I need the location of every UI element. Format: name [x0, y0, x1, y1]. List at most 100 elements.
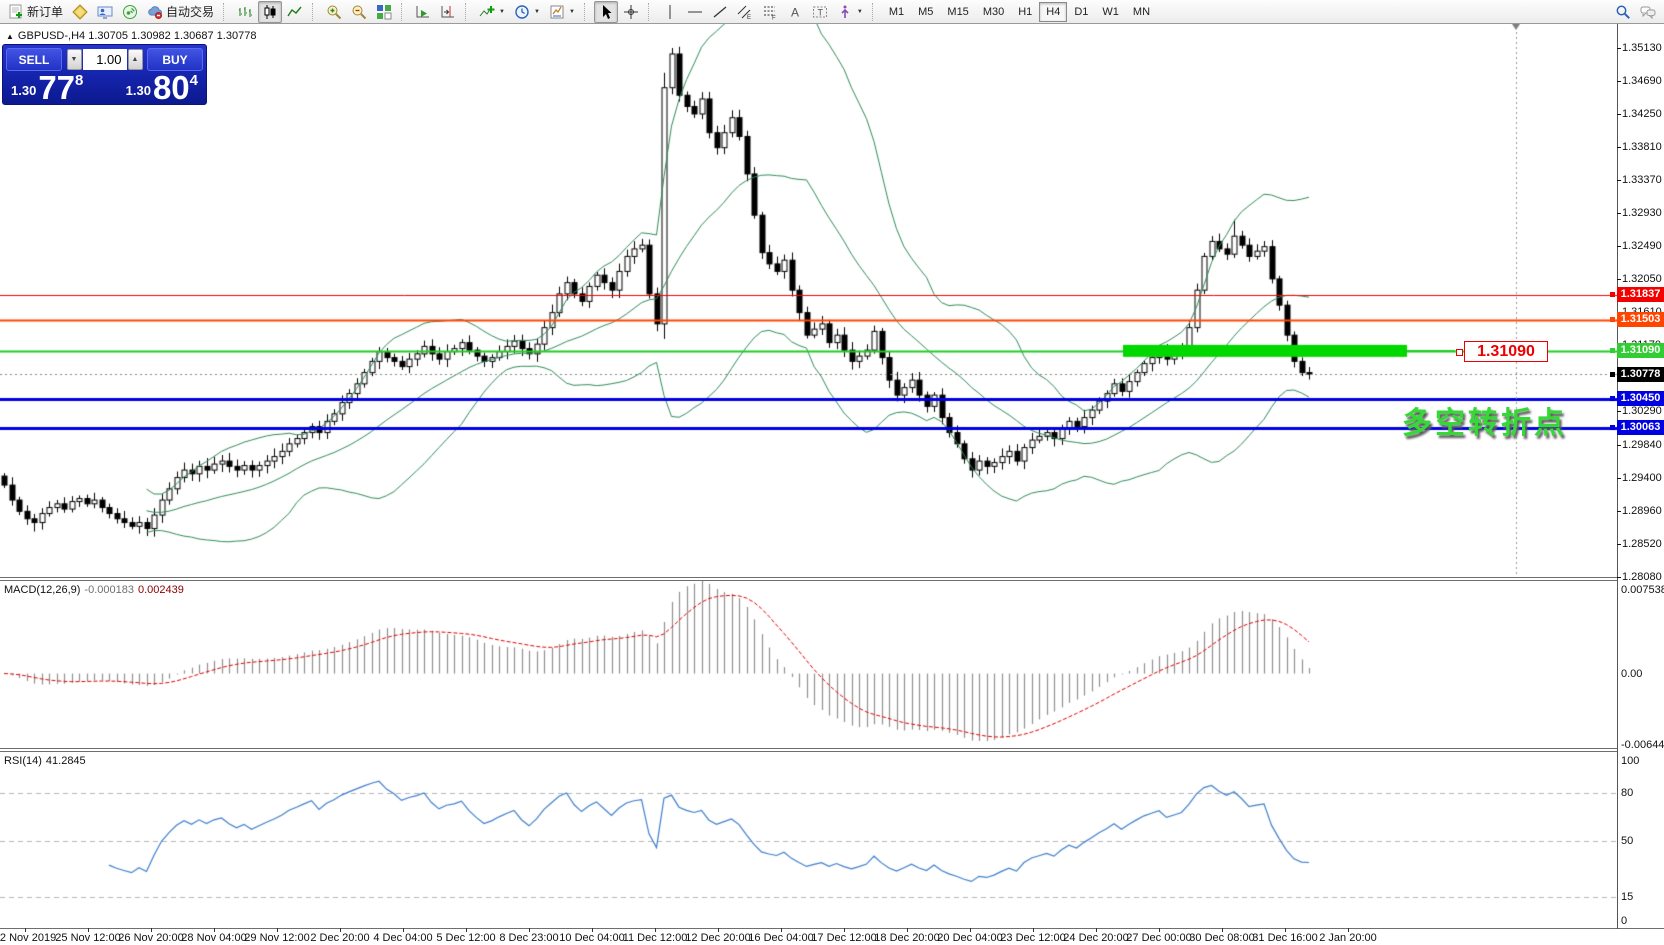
time-axis[interactable]: 22 Nov 2019 25 Nov 12:00 26 Nov 20:00 28 No… [0, 928, 1664, 945]
timeframe-m30-button[interactable]: M30 [982, 5, 1005, 18]
collapse-triangle-icon[interactable]: ▲ [6, 32, 14, 41]
chat-bubbles-icon [1640, 6, 1656, 19]
timeframe-d1-button[interactable]: D1 [1074, 5, 1089, 18]
timeframe-m1-button[interactable]: M1 [888, 5, 905, 18]
macd-indicator-canvas[interactable] [0, 581, 1618, 748]
buy-price[interactable]: 1.30 80 4 [125, 69, 198, 106]
tile-windows-button[interactable] [372, 1, 396, 23]
text-button[interactable]: A [783, 1, 807, 23]
pane-separator[interactable] [0, 577, 1618, 581]
market-watch-button[interactable] [68, 1, 92, 23]
volume-input[interactable] [82, 49, 127, 70]
new-order-label: 新订单 [27, 5, 64, 19]
cursor-button[interactable] [593, 0, 618, 23]
timeframe-h4-button[interactable]: H4 [1039, 1, 1068, 22]
time-tick [781, 928, 782, 932]
zoom-out-button[interactable] [347, 1, 371, 23]
chart-candles-button[interactable] [258, 0, 283, 23]
toolbar-separator [312, 2, 317, 21]
rsi-axis-label: 80 [1621, 787, 1634, 799]
signal-icon [123, 4, 138, 19]
svg-text:A: A [791, 5, 799, 19]
text-a-icon: A [791, 5, 799, 19]
svg-text:F: F [772, 15, 776, 20]
price-tick-label: 1.28520 [1617, 537, 1662, 550]
periods-button[interactable]: ▼ [510, 1, 544, 23]
time-tick [151, 928, 152, 932]
vertical-line-button[interactable] [658, 1, 682, 23]
autoscroll-icon [416, 5, 430, 17]
chinese-annotation[interactable]: 多空转折点 [1402, 407, 1567, 440]
text-label-icon: T [812, 6, 827, 17]
fibonacci-button[interactable]: F [758, 1, 782, 23]
main-chart-canvas[interactable] [0, 24, 1618, 577]
toolbar-separator [223, 2, 228, 21]
price-badge: 1.31837 [1610, 287, 1664, 303]
price-tick-label: 1.32490 [1617, 239, 1662, 252]
time-label: 30 Dec 08:00 [1189, 932, 1255, 944]
chart-bars-button[interactable] [233, 1, 257, 23]
buy-button[interactable]: BUY [147, 48, 203, 71]
macd-axis-label: -0.006446 [1621, 739, 1664, 751]
toolbar-separator [647, 2, 653, 21]
timeframe-m5-button[interactable]: M5 [918, 5, 934, 18]
time-label: 24 Dec 20:00 [1063, 932, 1129, 944]
time-tick [655, 928, 656, 932]
rsi-axis-label: 50 [1621, 835, 1634, 847]
template-icon [550, 5, 564, 18]
rsi-indicator-canvas[interactable] [0, 752, 1618, 928]
autotrade-button[interactable]: 自动交易 [143, 1, 218, 23]
timeframe-h1-button[interactable]: H1 [1018, 5, 1033, 18]
volume-increase-button[interactable]: ▲ [127, 49, 143, 70]
rsi-axis-label: 100 [1621, 755, 1640, 767]
timeframe-group: M1 M5 M15 M30 H1 H4 D1 W1 MN [882, 1, 1157, 22]
timeframe-w1-button[interactable]: W1 [1102, 5, 1119, 18]
trendline-button[interactable] [708, 1, 732, 23]
chart-line-button[interactable] [283, 1, 307, 23]
price-level-label[interactable]: 1.31090 [1456, 341, 1548, 362]
new-order-button[interactable]: 新订单 [4, 1, 67, 23]
diamond-icon [72, 3, 88, 20]
time-tick [1096, 928, 1097, 932]
sell-button[interactable]: SELL [6, 48, 62, 71]
price-tick-label: 1.29400 [1617, 471, 1662, 484]
text-label-button[interactable]: T [808, 1, 832, 23]
pane-separator[interactable] [0, 748, 1618, 752]
price-axis-border [1617, 24, 1618, 929]
chevron-down-icon: ▼ [568, 8, 575, 15]
arrows-button[interactable]: ▼ [833, 1, 867, 23]
price-tick-label: 1.32930 [1617, 206, 1662, 219]
equidistant-channel-button[interactable]: E [733, 1, 757, 23]
timeframe-mn-button[interactable]: MN [1132, 5, 1151, 18]
one-click-trade-panel: SELL ▼ ▲ BUY 1.30 77 8 1.30 80 4 [2, 44, 207, 105]
line-chart-icon [287, 6, 302, 16]
price-tick-label: 1.34690 [1617, 74, 1662, 87]
templates-button[interactable]: ▼ [545, 1, 579, 23]
price-badge: 1.31503 [1610, 312, 1664, 328]
time-tick [529, 928, 530, 932]
search-button[interactable] [1611, 1, 1635, 23]
autoscroll-button[interactable] [411, 1, 435, 23]
sell-price[interactable]: 1.30 77 8 [11, 69, 84, 106]
macd-label: MACD(12,26,9) -0.000183 0.002439 [4, 584, 184, 596]
horizontal-line-button[interactable] [683, 1, 707, 23]
volume-decrease-button[interactable]: ▼ [66, 49, 82, 70]
toolbar-separator [871, 2, 877, 21]
time-tick [88, 928, 89, 932]
clock-icon [515, 4, 529, 19]
crosshair-button[interactable] [619, 1, 643, 23]
signals-button[interactable] [118, 1, 142, 23]
chat-button[interactable] [1636, 1, 1660, 23]
time-label: 29 Nov 12:00 [244, 932, 310, 944]
zoom-in-button[interactable] [322, 1, 346, 23]
timeframe-m15-button[interactable]: M15 [947, 5, 969, 18]
time-label: 17 Dec 12:00 [811, 932, 877, 944]
fibonacci-icon: F [763, 6, 776, 20]
time-label: 2 Dec 20:00 [310, 932, 370, 944]
time-label: 25 Nov 12:00 [55, 932, 121, 944]
time-label: 26 Nov 20:00 [118, 932, 184, 944]
indicators-button[interactable]: ▼ [475, 1, 509, 23]
terminal-button[interactable] [93, 1, 117, 23]
chart-shift-button[interactable] [436, 1, 460, 23]
price-tick-label: 1.30290 [1617, 404, 1662, 417]
